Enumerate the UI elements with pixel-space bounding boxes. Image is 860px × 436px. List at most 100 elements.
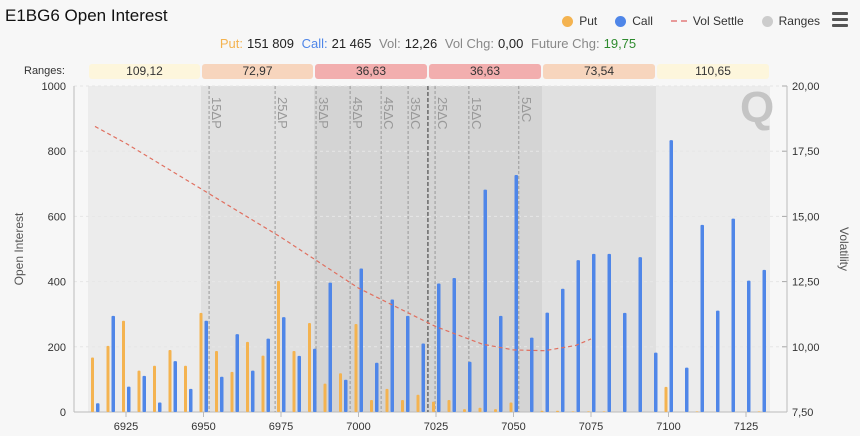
x-tick-label: 6975 — [269, 421, 293, 433]
y2-tick-label: 17,50 — [792, 146, 820, 158]
vol-chg-value: 0,00 — [498, 36, 524, 51]
call-bar — [669, 140, 673, 412]
call-bar — [142, 375, 146, 412]
y-tick-label: 400 — [48, 277, 66, 289]
put-bar — [478, 407, 482, 412]
put-bar — [199, 312, 203, 412]
call-bar — [483, 189, 487, 412]
call-bar — [638, 257, 642, 412]
range-box: 36,63 — [429, 64, 541, 79]
put-bar — [184, 365, 187, 412]
dashed-line-icon — [670, 20, 687, 22]
delta-label: 5ΔC — [519, 97, 534, 122]
x-tick-label: 7075 — [579, 421, 603, 433]
future-chg-value: 19,75 — [603, 36, 637, 51]
delta-label: 45ΔP — [350, 97, 365, 129]
y-tick-label: 600 — [48, 211, 66, 223]
put-bar — [509, 402, 513, 412]
y2-tick-label: 20,00 — [792, 81, 820, 93]
put-bar — [230, 371, 234, 412]
put-bar — [122, 320, 125, 412]
y-tick-label: 800 — [48, 146, 66, 158]
call-bar — [762, 269, 766, 412]
chart-title: E1BG6 Open Interest — [5, 6, 168, 25]
call-bar — [375, 362, 379, 412]
call-bar — [189, 388, 193, 412]
call-bar — [607, 253, 611, 412]
y2-tick-label: 12,50 — [792, 277, 820, 289]
call-bar — [235, 334, 239, 412]
put-bar — [416, 394, 420, 412]
x-tick-label: 7125 — [734, 421, 758, 433]
put-bar — [695, 411, 699, 412]
call-bar — [96, 403, 100, 412]
legend-vol-settle[interactable]: Vol Settle — [670, 14, 744, 28]
x-tick-label: 7025 — [424, 421, 448, 433]
put-bar — [261, 355, 265, 412]
call-bar — [731, 218, 735, 412]
call-bar — [313, 348, 317, 412]
call-bar — [111, 315, 115, 412]
put-bar — [308, 323, 311, 412]
call-bar — [452, 278, 456, 412]
range-box: 73,54 — [543, 64, 655, 79]
put-bar — [571, 411, 575, 412]
call-bar — [700, 224, 704, 412]
q-logo-icon: Q — [740, 83, 774, 132]
delta-label: 15ΔC — [469, 97, 484, 130]
legend-ranges[interactable]: Ranges — [761, 14, 820, 28]
call-bar — [251, 370, 255, 412]
call-bar — [328, 282, 332, 412]
call-bar — [127, 386, 131, 412]
call-bar — [623, 312, 627, 412]
x-tick-label: 7050 — [501, 421, 525, 433]
call-bar — [499, 315, 503, 412]
call-bar — [514, 174, 518, 412]
call-bar — [297, 355, 301, 412]
call-bar — [220, 376, 224, 412]
put-bar — [664, 386, 668, 412]
call-dot-icon — [615, 15, 627, 27]
put-bar — [556, 410, 559, 412]
legend-label: Call — [632, 14, 653, 28]
call-bar — [390, 299, 394, 412]
hamburger-icon[interactable] — [832, 12, 848, 30]
put-bar — [106, 345, 110, 412]
call-bar — [576, 260, 580, 412]
put-dot-icon — [562, 15, 574, 27]
call-bar — [158, 402, 162, 412]
call-bar — [344, 379, 348, 412]
put-bar — [292, 351, 296, 412]
put-bar — [602, 411, 606, 412]
range-band — [88, 86, 201, 412]
put-value: 151 809 — [246, 36, 294, 51]
legend-label: Put — [579, 14, 598, 28]
x-tick-label: 7000 — [346, 421, 370, 433]
call-bar — [359, 268, 363, 412]
legend-put[interactable]: Put — [562, 14, 597, 28]
x-tick-label: 7100 — [656, 421, 680, 433]
y2-axis-title: Volatility — [837, 227, 851, 271]
call-bar — [468, 361, 472, 412]
legend-call[interactable]: Call — [615, 14, 653, 28]
summary-stats: Put: 151 809 Call: 21 465 Vol: 12,26 Vol Ch… — [0, 36, 860, 51]
call-bar — [561, 288, 565, 412]
legend-label: Vol Settle — [692, 14, 744, 28]
vol-value: 12,26 — [404, 36, 438, 51]
delta-label: 45ΔC — [381, 97, 396, 130]
call-bar — [266, 338, 270, 412]
put-bar — [246, 341, 249, 412]
put-bar — [277, 280, 280, 412]
put-bar — [540, 410, 544, 412]
delta-label: 25ΔC — [435, 97, 450, 130]
y2-tick-label: 7,50 — [792, 407, 813, 419]
put-bar — [215, 351, 218, 412]
call-bar — [716, 310, 720, 412]
y-tick-label: 200 — [48, 342, 66, 354]
call-bar — [747, 280, 751, 412]
y-axis-title: Open Interest — [12, 212, 26, 285]
delta-label: 15ΔP — [209, 97, 224, 129]
put-label: Put: — [219, 36, 243, 51]
